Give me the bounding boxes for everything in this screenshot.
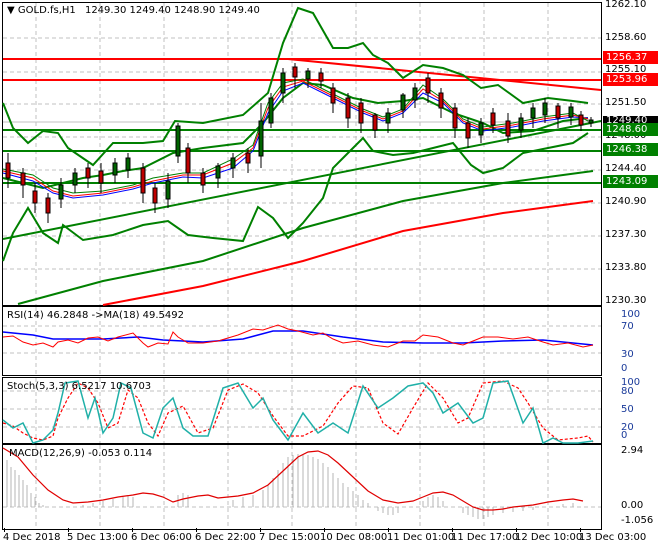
- price-axis-label: 1244.40: [605, 163, 647, 174]
- time-tick: [196, 528, 197, 532]
- price-pane[interactable]: ▼ GOLD.fs,H1 1249.30 1249.40 1248.90 124…: [2, 2, 602, 306]
- rsi-pane[interactable]: RSI(14) 46.2848 ->MA(18) 49.5492: [2, 306, 602, 376]
- time-axis-label: 6 Dec 06:00: [131, 532, 192, 543]
- stoch-title: Stoch(5,3,3) 6.5217 10.6703: [7, 381, 152, 392]
- macd-chart-svg: [2, 445, 601, 529]
- price-tag-support-3: 1243.09: [603, 175, 658, 188]
- price-axis-label: 1255.10: [605, 64, 647, 75]
- price-tag-resistance-2: 1253.96: [603, 73, 658, 86]
- time-axis-label: 10 Dec 08:00: [320, 532, 388, 543]
- macd-pane[interactable]: MACD(12,26,9) -0.053 0.114: [2, 444, 602, 530]
- price-axis-label: 1262.10: [605, 0, 647, 10]
- rsi-axis-label: 30: [621, 349, 634, 360]
- stoch-chart-svg: [2, 378, 601, 445]
- time-tick: [388, 528, 389, 532]
- stoch-axis-label: 50: [621, 404, 634, 415]
- price-tag-support-2: 1246.38: [603, 143, 658, 156]
- time-tick: [516, 528, 517, 532]
- price-axis-label: 1237.30: [605, 229, 647, 240]
- price-axis-label: 1240.90: [605, 196, 647, 207]
- macd-title: MACD(12,26,9) -0.053 0.114: [9, 448, 153, 459]
- stoch-axis-label: 20: [621, 422, 634, 433]
- rsi-chart-svg: [2, 307, 601, 375]
- time-axis-label: 11 Dec 17:00: [451, 532, 519, 543]
- price-axis-label: 1230.30: [605, 295, 647, 306]
- macd-axis-label: 0.00: [621, 500, 644, 511]
- chart-title: ▼ GOLD.fs,H1 1249.30 1249.40 1248.90 124…: [7, 5, 260, 16]
- time-axis-label: 12 Dec 10:00: [515, 532, 583, 543]
- time-tick: [4, 528, 5, 532]
- rsi-axis-label: 0: [621, 363, 628, 374]
- rsi-title: RSI(14) 46.2848 ->MA(18) 49.5492: [7, 310, 184, 321]
- symbol-label: GOLD.fs,H1: [17, 5, 76, 16]
- stoch-pane[interactable]: Stoch(5,3,3) 6.5217 10.6703: [2, 377, 602, 445]
- price-tag-support-1: 1248.60: [603, 123, 658, 136]
- macd-axis-label: 2.94: [621, 445, 644, 456]
- price-chart-svg: [2, 3, 602, 306]
- time-axis-label: 5 Dec 13:00: [67, 532, 128, 543]
- macd-axis-label: -1.056: [621, 515, 654, 526]
- time-tick: [132, 528, 133, 532]
- time-tick: [324, 528, 325, 532]
- price-tag-current: 1249.40: [603, 116, 658, 125]
- price-axis-label: 1251.50: [605, 97, 647, 108]
- price-tag-resistance-1: 1256.37: [603, 51, 658, 64]
- time-axis-label: 7 Dec 15:00: [259, 532, 320, 543]
- ohlc-values: 1249.30 1249.40 1248.90 1249.40: [84, 5, 260, 16]
- collapse-triangle-icon[interactable]: ▼: [7, 5, 15, 16]
- time-axis-label: 13 Dec 03:00: [579, 532, 647, 543]
- time-axis-label: 4 Dec 2018: [3, 532, 61, 543]
- time-axis-label: 11 Dec 01:00: [387, 532, 455, 543]
- stoch-axis-label: 80: [621, 386, 634, 397]
- time-axis-label: 6 Dec 22:00: [195, 532, 256, 543]
- rsi-axis-label: 100: [621, 309, 641, 320]
- time-tick: [68, 528, 69, 532]
- rsi-axis-label: 70: [621, 321, 634, 332]
- price-axis-label: 1233.80: [605, 262, 647, 273]
- price-axis-label: 1258.60: [605, 32, 647, 43]
- time-tick: [452, 528, 453, 532]
- stoch-axis-label: 0: [621, 430, 628, 441]
- stoch-axis-label: 100: [621, 377, 641, 388]
- time-tick: [580, 528, 581, 532]
- time-tick: [260, 528, 261, 532]
